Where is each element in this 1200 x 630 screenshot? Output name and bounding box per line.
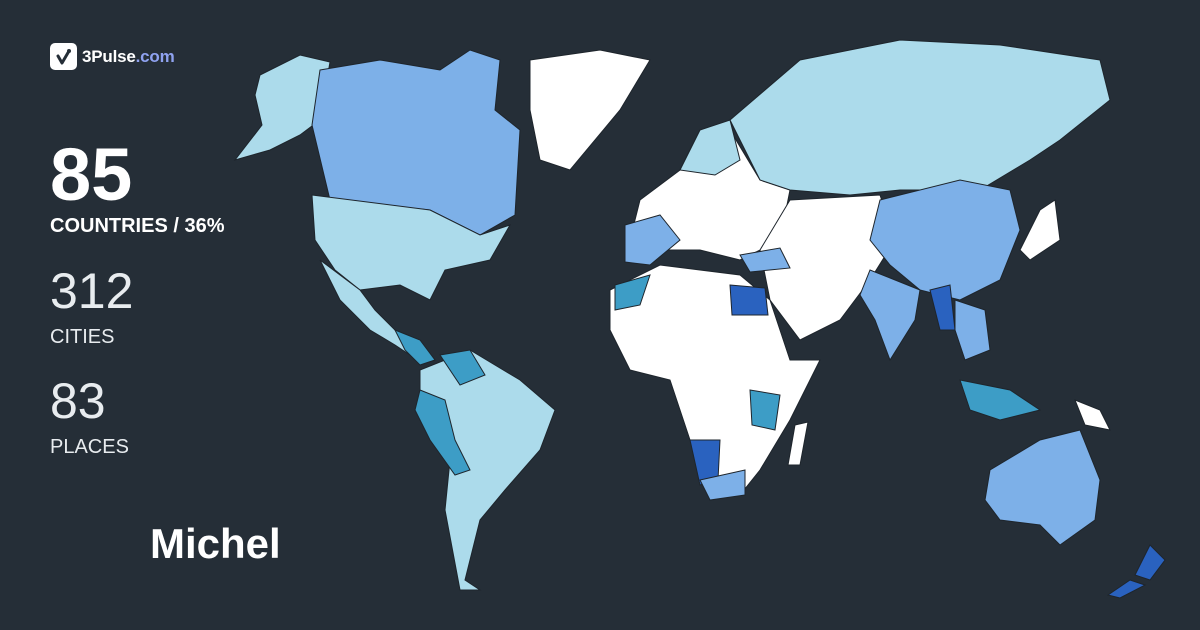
region-madagascar [787, 421, 809, 466]
countries-label: COUNTRIES / 36% [50, 215, 225, 237]
region-south-america [419, 349, 556, 591]
region-russia [729, 39, 1111, 196]
places-count: 83 [50, 373, 106, 429]
countries-count: 85 [50, 133, 133, 216]
region-japan [1019, 199, 1061, 261]
brand-logo[interactable]: 3Pulse.com [50, 43, 175, 70]
region-venezuela [439, 349, 486, 386]
places-label: PLACES [50, 436, 129, 458]
brand-name-text: 3Pulse [82, 46, 136, 66]
region-australia [984, 429, 1101, 546]
region-morocco [614, 274, 651, 311]
region-new-zealand [1134, 544, 1166, 581]
region-alaska [233, 54, 331, 161]
region-papua [1074, 399, 1111, 431]
region-peru [414, 389, 471, 476]
region-egypt [729, 284, 769, 316]
region-south-africa [699, 469, 746, 501]
pulse-check-icon [50, 43, 77, 70]
region-western-europe [624, 214, 681, 266]
region-indonesia [959, 379, 1042, 421]
brand-domain: .com [135, 46, 175, 66]
brand-name: 3Pulse.com [82, 47, 175, 67]
region-indochina [954, 299, 991, 361]
region-scandinavia [679, 119, 741, 176]
region-central-america [393, 329, 436, 366]
cities-label: CITIES [50, 326, 115, 348]
region-africa [609, 264, 821, 501]
region-china [869, 179, 1021, 301]
region-usa [311, 194, 512, 301]
user-name: Michel [150, 520, 281, 567]
region-new-zealand-south [1106, 579, 1147, 599]
region-myanmar [929, 284, 956, 331]
cities-count: 312 [50, 263, 134, 319]
region-tanzania [749, 389, 781, 431]
region-india [859, 269, 921, 362]
region-turkey [739, 247, 791, 273]
region-greenland [529, 49, 651, 171]
